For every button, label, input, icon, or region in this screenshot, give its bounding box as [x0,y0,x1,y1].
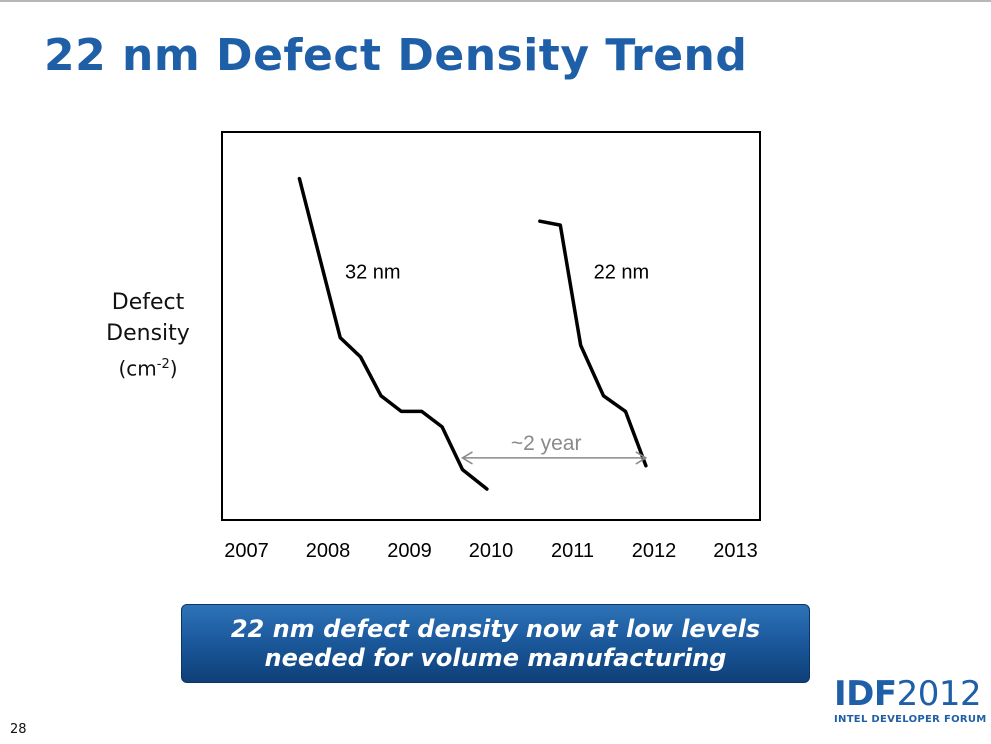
logo-subtitle: INTEL DEVELOPER FORUM [834,714,987,725]
logo-mark-idf: IDF [834,674,897,714]
unit-base: (cm [118,356,157,381]
annotation-label: ~2 year [511,432,582,455]
plot-frame [221,131,761,521]
banner-line1: 22 nm defect density now at low levels [230,614,761,643]
logo-mark: IDF2012 [834,674,982,714]
x-tick-label-2010: 2010 [469,540,514,562]
x-tick-label-2013: 2013 [713,540,758,562]
top-rule [0,0,991,2]
defect-density-chart: 2007 2008 2009 2010 2011 2012 2013 32 nm 22 nm ~2… [221,131,761,562]
annotation-arrowhead-right [635,451,648,465]
logo-mark-year: 2012 [896,674,982,714]
x-tick-label-2008: 2008 [306,540,351,562]
banner-line2: needed for volume manufacturing [264,643,727,672]
x-tick-label-2007: 2007 [224,540,269,562]
page-number: 28 [10,722,27,737]
idf2012-logo: IDF2012 INTEL DEVELOPER FORUM [834,674,987,725]
annotation-arrowhead-left [461,451,473,465]
y-axis-label-unit: (cm-2) [92,349,204,385]
series-label-22nm: 22 nm [594,262,650,284]
x-tick-label-2009: 2009 [387,540,432,562]
x-tick-label-2012: 2012 [632,540,677,562]
y-axis-label: Defect Density (cm-2) [92,287,204,385]
conclusion-banner: 22 nm defect density now at low levels n… [181,604,810,683]
series-label-32nm: 32 nm [345,262,401,284]
y-axis-label-line1: Defect [111,290,185,315]
x-tick-label-2011: 2011 [551,540,594,562]
series-line-32nm [297,176,489,491]
series-line-22nm [538,219,648,468]
y-axis-label-line2: Density [106,321,190,346]
unit-exponent: -2 [156,357,170,372]
unit-close: ) [169,356,178,381]
slide-title: 22 nm Defect Density Trend [44,30,748,81]
